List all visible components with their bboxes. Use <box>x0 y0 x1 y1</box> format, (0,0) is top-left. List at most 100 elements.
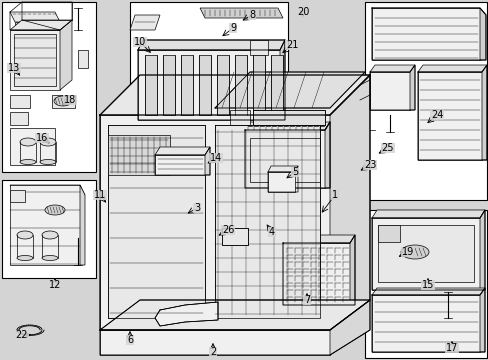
Text: 4: 4 <box>268 227 274 237</box>
Polygon shape <box>244 122 329 130</box>
Ellipse shape <box>17 231 33 239</box>
Text: 12: 12 <box>49 280 61 290</box>
Polygon shape <box>479 8 485 60</box>
Polygon shape <box>215 72 364 108</box>
Polygon shape <box>349 235 354 305</box>
Polygon shape <box>60 20 72 90</box>
Polygon shape <box>14 34 56 86</box>
Polygon shape <box>235 55 246 115</box>
Polygon shape <box>377 225 399 242</box>
Ellipse shape <box>42 256 58 261</box>
Polygon shape <box>377 225 473 282</box>
Ellipse shape <box>400 245 428 259</box>
Polygon shape <box>417 65 486 72</box>
Polygon shape <box>10 128 55 165</box>
Polygon shape <box>222 228 247 245</box>
Polygon shape <box>10 20 72 30</box>
Text: 11: 11 <box>94 190 106 200</box>
Bar <box>364 210 486 358</box>
Polygon shape <box>163 55 175 115</box>
Polygon shape <box>280 40 285 120</box>
Polygon shape <box>371 218 479 290</box>
Polygon shape <box>371 288 484 295</box>
Text: 16: 16 <box>36 133 48 143</box>
Bar <box>130 2 287 130</box>
Polygon shape <box>369 72 409 110</box>
Polygon shape <box>100 75 369 115</box>
Bar <box>2 180 96 278</box>
Text: 17: 17 <box>445 343 457 353</box>
Polygon shape <box>215 125 319 318</box>
Polygon shape <box>371 8 485 15</box>
Text: 15: 15 <box>421 280 433 290</box>
Polygon shape <box>371 8 479 60</box>
Text: 7: 7 <box>303 295 309 305</box>
Ellipse shape <box>20 138 36 146</box>
Polygon shape <box>329 75 369 330</box>
Polygon shape <box>15 22 60 30</box>
Polygon shape <box>329 300 369 355</box>
Polygon shape <box>267 166 297 172</box>
Ellipse shape <box>42 231 58 239</box>
Polygon shape <box>108 135 170 175</box>
Polygon shape <box>252 110 325 125</box>
Polygon shape <box>181 55 193 115</box>
Polygon shape <box>155 302 218 326</box>
Ellipse shape <box>20 159 36 165</box>
Polygon shape <box>270 55 283 115</box>
Polygon shape <box>138 40 285 50</box>
Polygon shape <box>217 55 228 115</box>
Text: 21: 21 <box>285 40 298 50</box>
Bar <box>2 2 96 172</box>
Text: 19: 19 <box>401 247 413 257</box>
Polygon shape <box>108 125 204 318</box>
Polygon shape <box>52 95 75 108</box>
Text: 10: 10 <box>134 37 146 47</box>
Polygon shape <box>369 65 414 72</box>
Polygon shape <box>199 55 210 115</box>
Ellipse shape <box>17 256 33 261</box>
Polygon shape <box>138 50 280 120</box>
Text: 23: 23 <box>363 160 375 170</box>
Ellipse shape <box>40 159 56 165</box>
Text: 26: 26 <box>222 225 234 235</box>
Ellipse shape <box>40 138 56 146</box>
Polygon shape <box>10 30 60 90</box>
Ellipse shape <box>45 205 65 215</box>
Polygon shape <box>252 55 264 115</box>
Polygon shape <box>80 185 85 265</box>
Polygon shape <box>479 210 484 290</box>
Polygon shape <box>155 147 209 155</box>
Text: 3: 3 <box>194 203 200 213</box>
Text: 1: 1 <box>331 190 337 200</box>
Polygon shape <box>10 185 85 195</box>
Polygon shape <box>10 190 25 202</box>
Polygon shape <box>100 300 369 330</box>
Polygon shape <box>283 243 349 305</box>
Polygon shape <box>325 122 329 188</box>
Polygon shape <box>78 50 88 68</box>
Text: 22: 22 <box>16 330 28 340</box>
Polygon shape <box>155 155 204 175</box>
Polygon shape <box>371 295 479 352</box>
Text: 24: 24 <box>430 110 442 120</box>
Polygon shape <box>481 65 486 160</box>
Polygon shape <box>10 185 80 265</box>
Polygon shape <box>130 15 160 30</box>
Polygon shape <box>100 115 329 330</box>
Polygon shape <box>10 95 30 108</box>
Polygon shape <box>10 112 28 125</box>
Text: 2: 2 <box>209 347 216 357</box>
Polygon shape <box>267 172 294 192</box>
Polygon shape <box>283 235 354 243</box>
Polygon shape <box>479 288 484 352</box>
Polygon shape <box>145 55 157 115</box>
Text: 18: 18 <box>64 95 76 105</box>
Text: 5: 5 <box>291 167 298 177</box>
Polygon shape <box>249 138 319 182</box>
Text: 13: 13 <box>8 63 20 73</box>
Polygon shape <box>244 130 325 188</box>
Text: 8: 8 <box>248 10 255 20</box>
Polygon shape <box>10 12 60 22</box>
Polygon shape <box>371 210 484 218</box>
